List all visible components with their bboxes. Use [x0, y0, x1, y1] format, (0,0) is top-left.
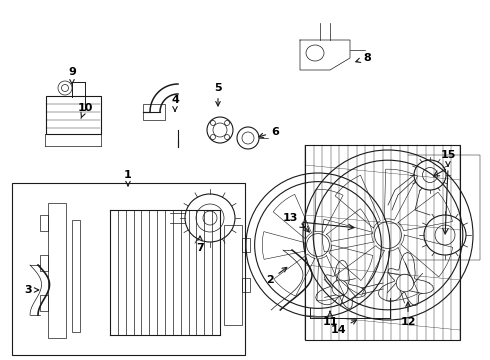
Bar — [48, 203, 66, 338]
Bar — [305, 145, 460, 340]
Bar — [46, 96, 101, 134]
Text: 14: 14 — [330, 320, 356, 335]
Text: 7: 7 — [196, 236, 204, 253]
Text: 9: 9 — [68, 67, 76, 84]
Bar — [12, 183, 245, 355]
Bar — [40, 255, 48, 271]
Bar — [40, 295, 48, 311]
Bar — [40, 215, 48, 231]
Text: 10: 10 — [77, 103, 93, 118]
Bar — [143, 104, 165, 120]
Bar — [72, 220, 80, 332]
Bar — [242, 278, 250, 292]
Text: 5: 5 — [214, 83, 222, 106]
Text: 6: 6 — [259, 127, 279, 138]
Text: 15: 15 — [441, 150, 456, 166]
Text: 3: 3 — [24, 285, 39, 295]
Text: 4: 4 — [171, 95, 179, 111]
Bar — [224, 225, 242, 325]
Bar — [242, 238, 250, 252]
Text: 1: 1 — [124, 170, 132, 186]
Text: 12: 12 — [400, 302, 416, 327]
Text: 13: 13 — [282, 213, 305, 228]
Text: 11: 11 — [322, 311, 338, 327]
Text: 8: 8 — [356, 53, 371, 63]
Text: 2: 2 — [266, 267, 287, 285]
